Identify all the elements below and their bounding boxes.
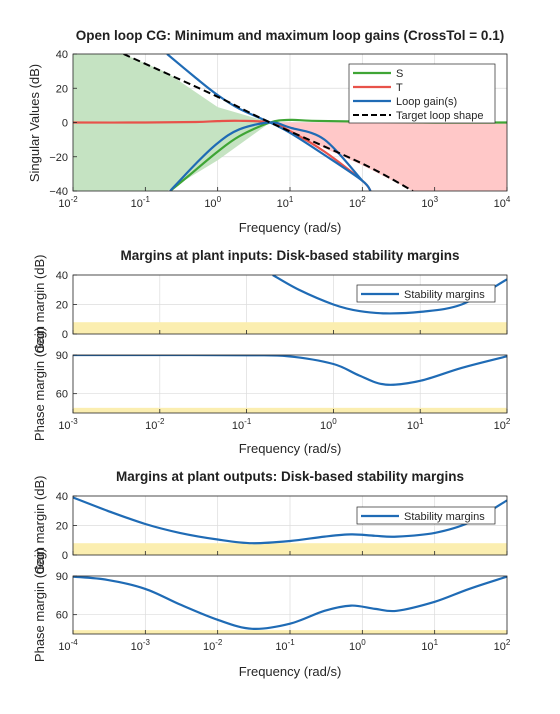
chart2-legend: Stability margins xyxy=(356,284,496,303)
chart3-phase-lines xyxy=(73,576,507,631)
x-tick-label: 10-2 xyxy=(145,417,165,432)
x-tick-label: 10-1 xyxy=(232,417,252,432)
y-tick-label: 0 xyxy=(62,550,68,562)
chart2-gain-lines xyxy=(272,275,507,315)
chart2-phase-grid xyxy=(72,354,508,413)
legend-entry-s: S xyxy=(396,68,403,80)
x-tick-label: 10-1 xyxy=(275,638,295,653)
y-tick-label: 40 xyxy=(56,491,68,503)
chart1-xlabel: Frequency (rad/s) xyxy=(239,220,342,235)
stability-margin-line xyxy=(73,355,507,386)
x-tick-label: 100 xyxy=(349,638,366,653)
high-frequency-region xyxy=(270,122,507,191)
target-loop-shape-line xyxy=(123,54,414,191)
x-tick-label: 102 xyxy=(494,638,511,653)
chart2-phase-x-ticks: 10-3 10-2 10-1 100 101 102 xyxy=(58,409,511,432)
x-tick-label: 101 xyxy=(277,195,294,210)
chart2-phase-band xyxy=(73,407,507,413)
chart2-title: Margins at plant inputs: Disk-based stab… xyxy=(120,248,459,263)
chart1-x-ticks: 10-2 10-1 100 101 102 103 104 xyxy=(58,187,511,210)
chart2-xlabel: Frequency (rad/s) xyxy=(239,441,342,456)
y-tick-label: 60 xyxy=(56,389,68,401)
chart1-title: Open loop CG: Minimum and maximum loop g… xyxy=(76,28,504,43)
chart2-phase-ylabel: Phase margin (deg) xyxy=(32,327,47,441)
loop-gain-line-lower xyxy=(169,121,364,191)
chart3-title: Margins at plant outputs: Disk-based sta… xyxy=(116,469,464,484)
y-tick-label: 40 xyxy=(56,270,68,282)
x-tick-label: 10-4 xyxy=(58,638,78,653)
x-tick-label: 10-3 xyxy=(58,417,78,432)
y-tick-label: 90 xyxy=(56,571,68,583)
chart1-legend: S T Loop gain(s) Target loop shape xyxy=(348,63,496,124)
x-tick-label: 102 xyxy=(349,195,366,210)
chart2-gain-ylabel: Gain margin (dB) xyxy=(32,255,47,354)
x-tick-label: 101 xyxy=(421,638,438,653)
y-tick-label: 60 xyxy=(56,610,68,622)
margin-band xyxy=(73,407,507,413)
x-tick-label: 100 xyxy=(204,195,221,210)
legend-entry-loop-gain: Loop gain(s) xyxy=(396,96,457,108)
legend-entry-margins: Stability margins xyxy=(404,511,485,523)
y-tick-label: 20 xyxy=(56,521,68,533)
chart2-gain-y-ticks: 40 20 0 xyxy=(56,270,77,341)
stability-margin-line xyxy=(272,275,507,315)
x-tick-label: 101 xyxy=(407,417,424,432)
chart2-gain-band xyxy=(73,322,507,334)
y-tick-label: 20 xyxy=(56,300,68,312)
x-tick-label: 10-3 xyxy=(131,638,151,653)
chart3-phase-x-ticks: 10-4 10-3 10-2 10-1 100 101 102 xyxy=(58,630,511,653)
chart3-legend: Stability margins xyxy=(356,506,496,525)
x-tick-label: 100 xyxy=(320,417,337,432)
chart3-phase-ylabel: Phase margin (deg) xyxy=(32,548,47,662)
y-tick-label: 90 xyxy=(56,350,68,362)
y-tick-label: 40 xyxy=(56,49,68,61)
y-tick-label: 20 xyxy=(56,83,68,95)
margin-band xyxy=(73,322,507,334)
chart2-gain-x-ticks xyxy=(72,330,508,334)
legend-entry-t: T xyxy=(396,82,403,94)
chart3-xlabel: Frequency (rad/s) xyxy=(239,664,342,679)
chart3-phase-y-ticks: 90 60 xyxy=(56,571,77,622)
chart1-y-ticks: 40 20 0 −20 −40 xyxy=(49,49,77,198)
x-tick-label: 10-1 xyxy=(131,195,151,210)
chart2-phase-lines xyxy=(73,355,507,386)
y-tick-label: −40 xyxy=(49,186,68,198)
x-tick-label: 104 xyxy=(494,195,511,210)
x-tick-label: 103 xyxy=(421,195,438,210)
legend-entry-margins: Stability margins xyxy=(404,289,485,301)
chart3-gain-band xyxy=(73,543,507,555)
x-tick-label: 10-2 xyxy=(58,195,78,210)
chart1-ylabel: Singular Values (dB) xyxy=(27,64,42,182)
x-tick-label: 102 xyxy=(494,417,511,432)
legend-entry-target: Target loop shape xyxy=(396,110,483,122)
y-tick-label: −20 xyxy=(49,152,68,164)
chart3-gain-x-ticks xyxy=(72,551,508,555)
chart2-phase-y-ticks: 90 60 xyxy=(56,350,77,401)
chart3-phase-grid xyxy=(72,575,508,634)
y-tick-label: 0 xyxy=(62,118,68,130)
chart3-gain-ylabel: Gain margin (dB) xyxy=(32,476,47,575)
y-tick-label: 0 xyxy=(62,329,68,341)
stability-margin-line xyxy=(73,496,507,545)
t-line xyxy=(73,119,372,191)
chart3-gain-lines xyxy=(73,496,507,545)
chart3-gain-y-ticks: 40 20 0 xyxy=(56,491,77,562)
margin-band xyxy=(73,543,507,555)
stability-margin-line xyxy=(73,576,507,631)
x-tick-label: 10-2 xyxy=(203,638,223,653)
chart2-phase-axes-frame xyxy=(72,354,508,414)
